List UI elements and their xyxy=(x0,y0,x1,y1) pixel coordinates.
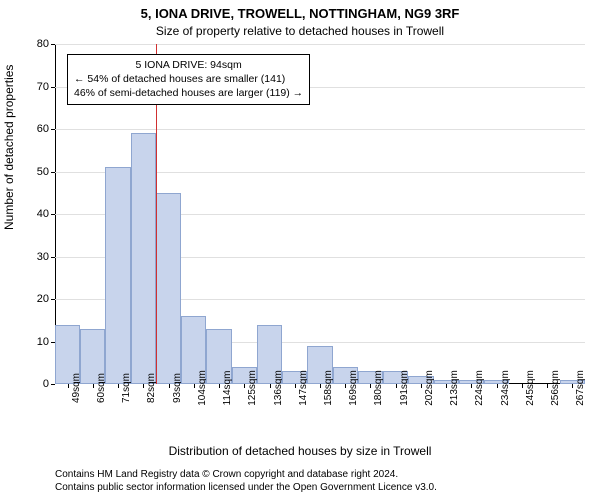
xtick-mark xyxy=(471,384,472,388)
ytick-mark xyxy=(51,299,55,300)
bar xyxy=(105,167,130,384)
xtick-mark xyxy=(93,384,94,388)
xtick-mark xyxy=(143,384,144,388)
ytick-mark xyxy=(51,384,55,385)
xtick-label: 234sqm xyxy=(500,370,511,406)
xtick-label: 267sqm xyxy=(575,370,586,406)
attribution-line-1: Contains HM Land Registry data © Crown c… xyxy=(55,468,437,481)
bar xyxy=(156,193,181,384)
ytick-mark xyxy=(51,87,55,88)
xtick-mark xyxy=(194,384,195,388)
gridline xyxy=(55,129,585,130)
ytick-mark xyxy=(51,129,55,130)
ytick-label: 10 xyxy=(37,336,49,348)
xtick-mark xyxy=(396,384,397,388)
ytick-mark xyxy=(51,172,55,173)
xtick-mark xyxy=(446,384,447,388)
ytick-label: 80 xyxy=(37,38,49,50)
xtick-mark xyxy=(219,384,220,388)
y-axis-label: Number of detached properties xyxy=(2,65,16,230)
xtick-label: 224sqm xyxy=(474,370,485,406)
xtick-mark xyxy=(295,384,296,388)
chart-container: 5, IONA DRIVE, TROWELL, NOTTINGHAM, NG9 … xyxy=(0,0,600,500)
xtick-mark xyxy=(421,384,422,388)
xtick-mark xyxy=(497,384,498,388)
xtick-mark xyxy=(547,384,548,388)
xtick-mark xyxy=(572,384,573,388)
ytick-label: 30 xyxy=(37,251,49,263)
attribution-text: Contains HM Land Registry data © Crown c… xyxy=(55,468,437,494)
gridline xyxy=(55,44,585,45)
x-axis-label: Distribution of detached houses by size … xyxy=(0,444,600,458)
ytick-label: 70 xyxy=(37,81,49,93)
xtick-mark xyxy=(68,384,69,388)
xtick-label: 202sqm xyxy=(424,370,435,406)
xtick-mark xyxy=(345,384,346,388)
annotation-line: 5 IONA DRIVE: 94sqm xyxy=(74,58,303,72)
attribution-line-2: Contains public sector information licen… xyxy=(55,481,437,494)
xtick-label: 213sqm xyxy=(449,370,460,406)
ytick-label: 40 xyxy=(37,208,49,220)
xtick-label: 256sqm xyxy=(550,370,561,406)
ytick-mark xyxy=(51,257,55,258)
ytick-label: 50 xyxy=(37,166,49,178)
annotation-box: 5 IONA DRIVE: 94sqm← 54% of detached hou… xyxy=(67,54,310,105)
ytick-label: 0 xyxy=(43,378,49,390)
xtick-mark xyxy=(320,384,321,388)
chart-title: 5, IONA DRIVE, TROWELL, NOTTINGHAM, NG9 … xyxy=(0,6,600,21)
ytick-mark xyxy=(51,214,55,215)
ytick-label: 60 xyxy=(37,123,49,135)
xtick-mark xyxy=(169,384,170,388)
annotation-line: ← 54% of detached houses are smaller (14… xyxy=(74,72,303,86)
bar xyxy=(131,133,156,384)
xtick-mark xyxy=(522,384,523,388)
xtick-label: 245sqm xyxy=(525,370,536,406)
xtick-mark xyxy=(118,384,119,388)
annotation-line: 46% of semi-detached houses are larger (… xyxy=(74,86,303,100)
plot-area: 0102030405060708049sqm60sqm71sqm82sqm93s… xyxy=(55,44,585,384)
ytick-label: 20 xyxy=(37,293,49,305)
chart-subtitle: Size of property relative to detached ho… xyxy=(0,24,600,38)
xtick-mark xyxy=(244,384,245,388)
ytick-mark xyxy=(51,44,55,45)
xtick-mark xyxy=(370,384,371,388)
xtick-mark xyxy=(270,384,271,388)
